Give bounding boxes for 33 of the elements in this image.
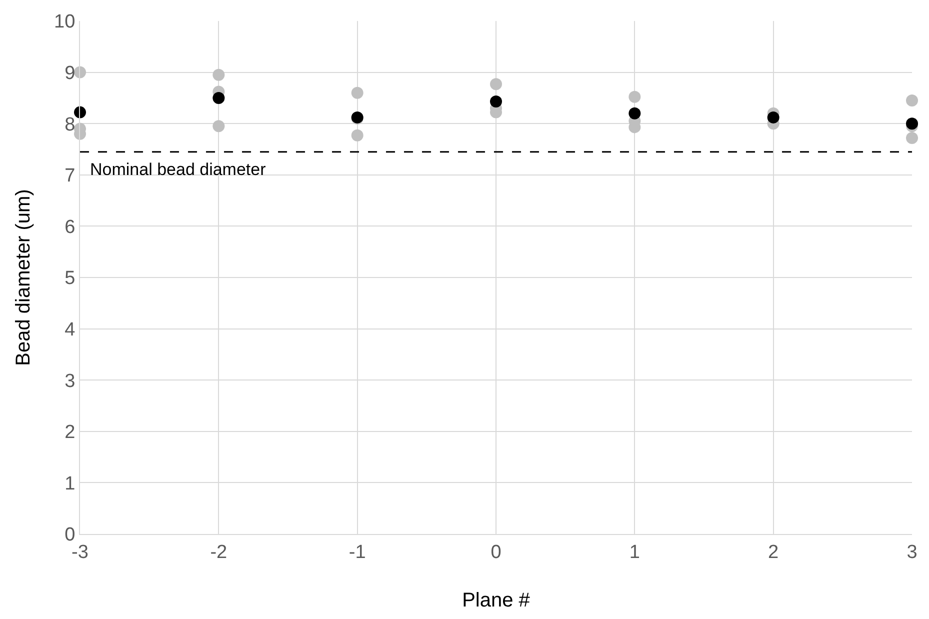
y-tick-label: 1 xyxy=(64,473,76,494)
point xyxy=(212,92,225,104)
y-tick-label: 8 xyxy=(64,114,76,136)
point xyxy=(212,120,225,132)
point xyxy=(906,94,918,107)
x-axis-title: Plane # xyxy=(462,589,531,612)
y-tick-label: 5 xyxy=(64,268,76,290)
point xyxy=(351,129,364,142)
point xyxy=(74,106,86,118)
x-tick-label: 0 xyxy=(490,542,502,563)
x-tick-label: -1 xyxy=(348,542,366,563)
point xyxy=(767,111,780,124)
y-tick-label: 3 xyxy=(64,370,76,392)
y-tick-label: 7 xyxy=(64,166,76,187)
y-tick-label: 6 xyxy=(64,216,76,238)
y-tick-label: 9 xyxy=(64,62,76,84)
point xyxy=(351,86,364,99)
point xyxy=(628,107,641,120)
point xyxy=(906,132,918,144)
y-axis-title: Bead diameter (um) xyxy=(12,189,35,366)
x-tick-label: -2 xyxy=(210,542,228,563)
y-tick-label: 2 xyxy=(64,422,76,444)
point xyxy=(628,90,641,103)
point xyxy=(906,118,918,130)
x-tick-label: 2 xyxy=(768,542,779,563)
y-tick-label: 4 xyxy=(64,319,76,340)
x-tick-label: 3 xyxy=(906,542,918,563)
x-tick-label: 1 xyxy=(629,542,640,563)
ref-line-label: Nominal bead diameter xyxy=(90,160,266,179)
point xyxy=(490,78,502,90)
point xyxy=(212,68,225,81)
y-tick-label: 10 xyxy=(54,12,76,33)
point xyxy=(490,96,502,108)
